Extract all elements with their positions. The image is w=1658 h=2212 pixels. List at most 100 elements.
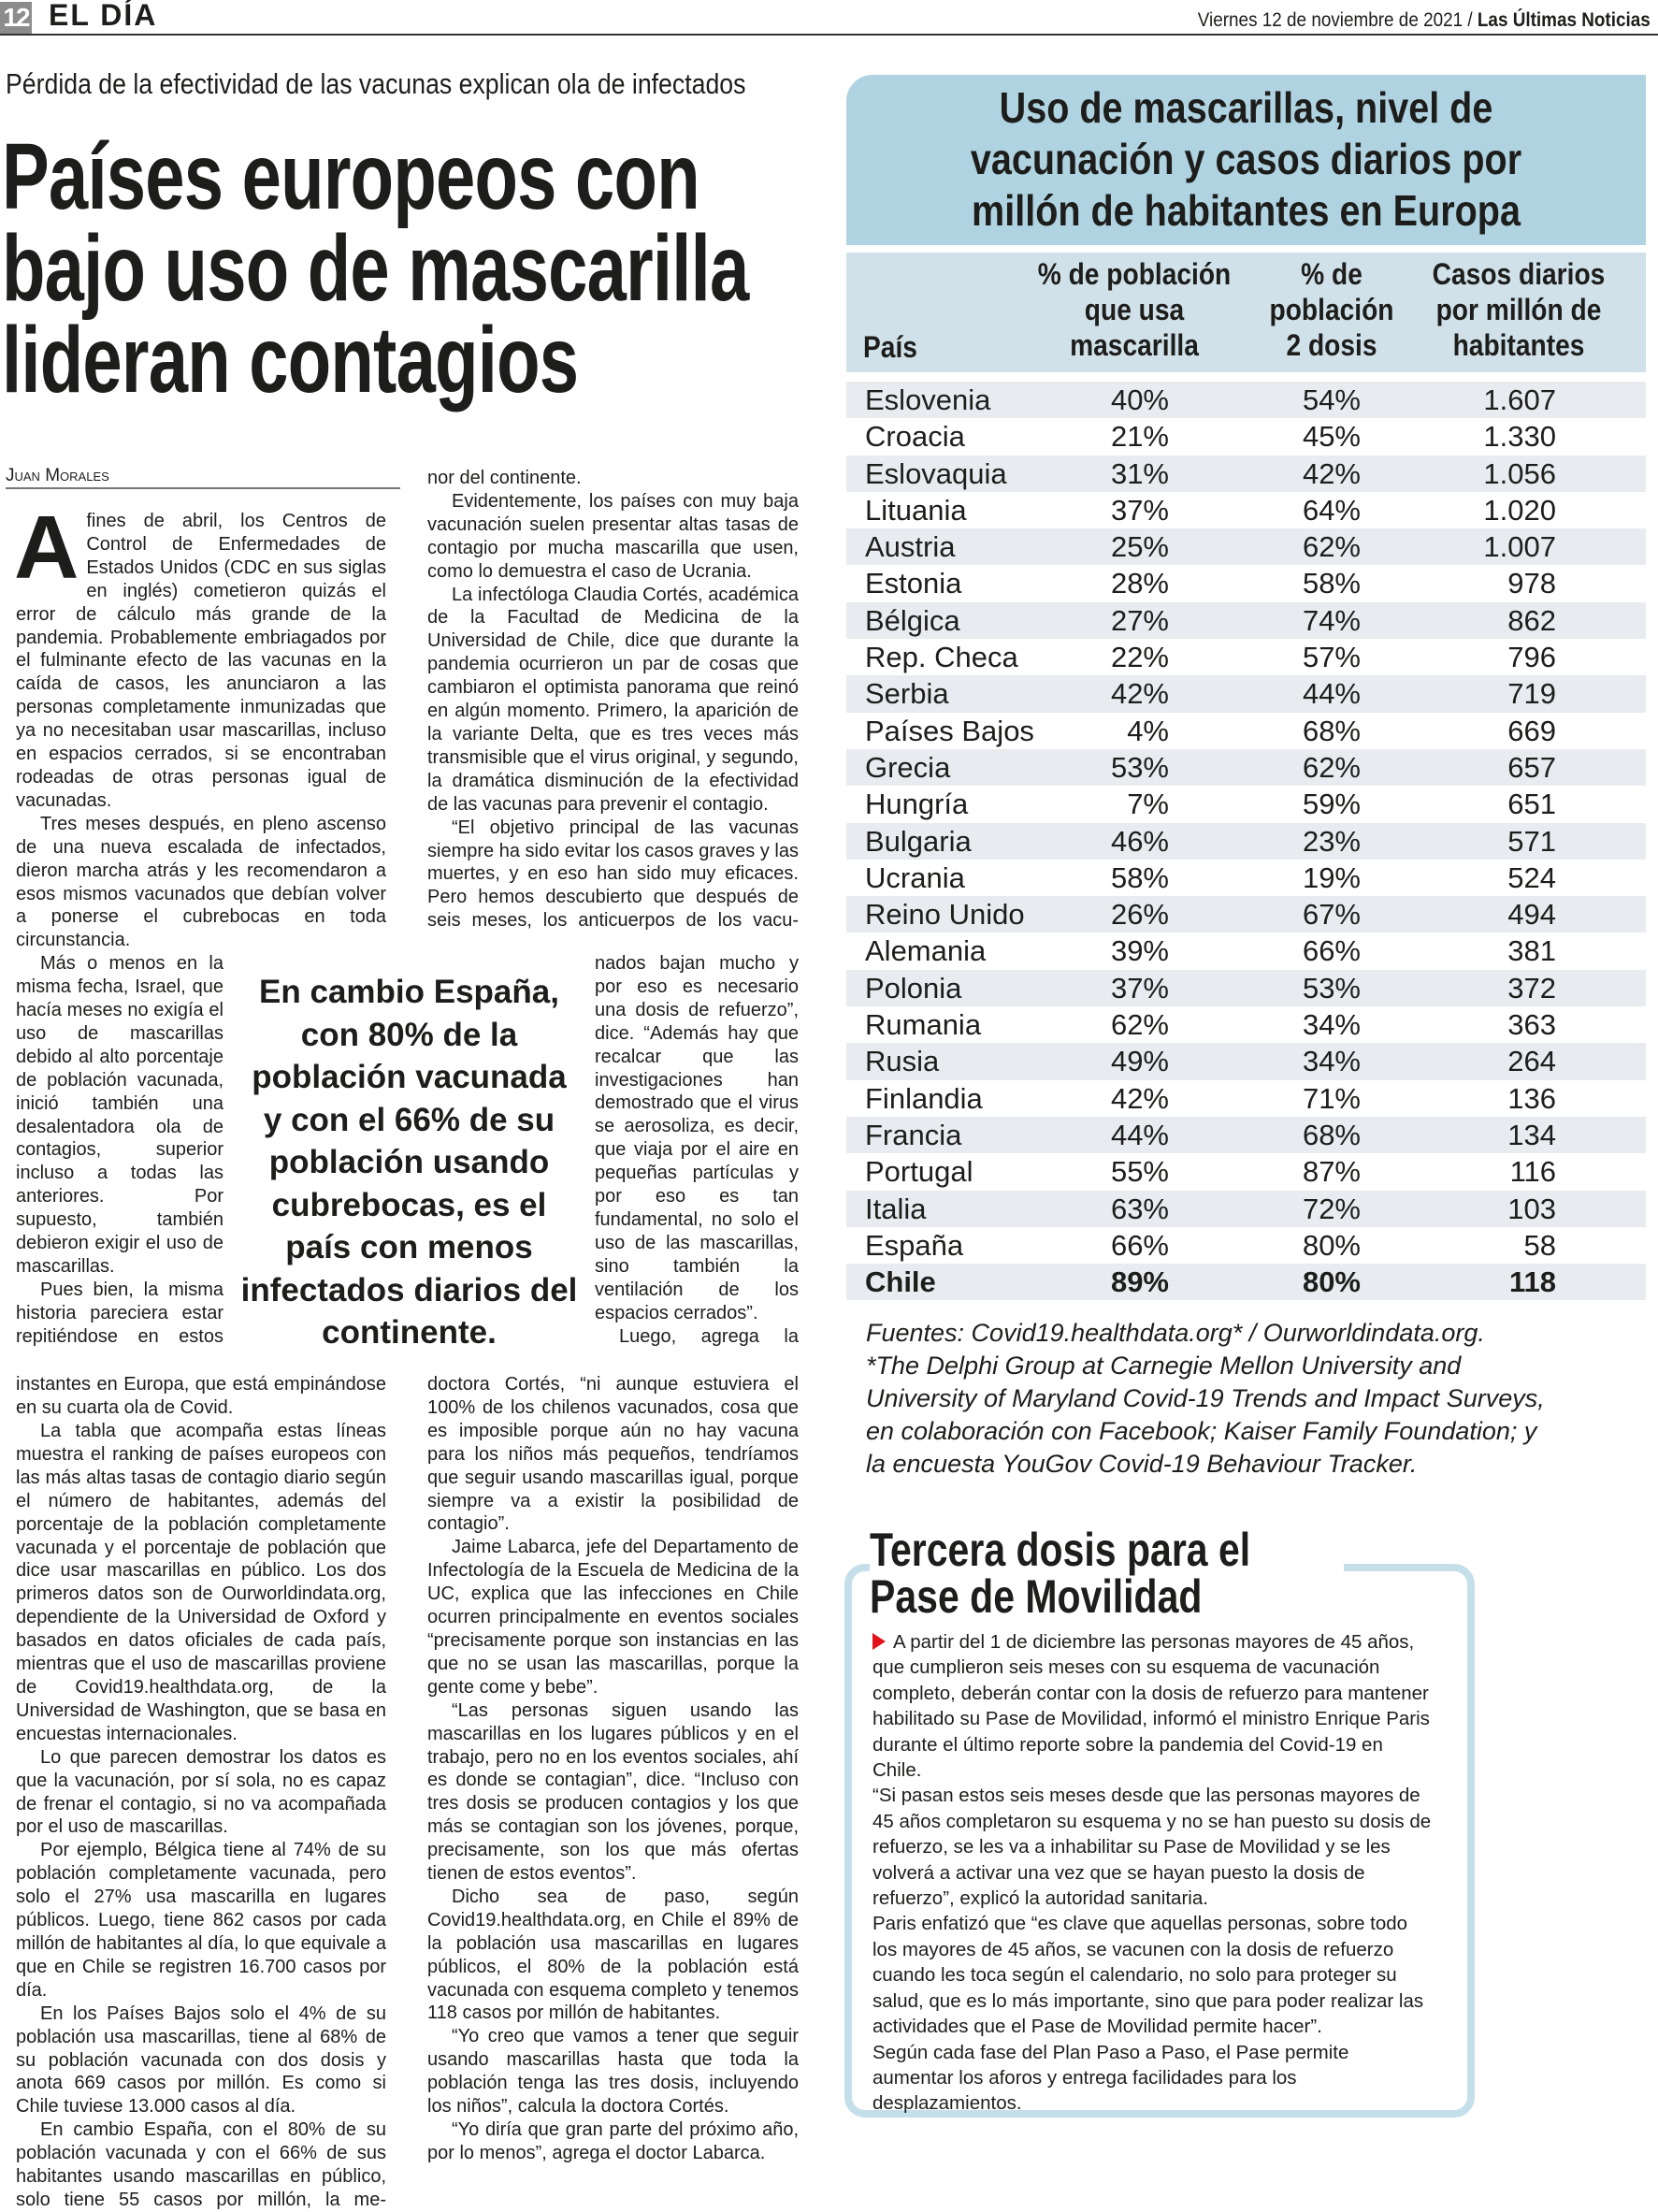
paragraph: “Yo diría que gran parte del próximo año… (427, 2119, 799, 2163)
date: Viernes 12 de noviembre de 2021 / (1198, 9, 1478, 31)
cell-daily-cases: 1.056 (1483, 456, 1556, 490)
paragraph: La infectóloga Claudia Cortés, académica… (427, 584, 799, 815)
cell-vaccination: 72% (1302, 1192, 1361, 1225)
cell-vaccination: 34% (1302, 1008, 1361, 1042)
table-row: Serbia 42% 44% 719 (846, 675, 1646, 713)
cell-daily-cases: 669 (1507, 714, 1556, 747)
cell-country: Alemania (865, 934, 987, 968)
cell-daily-cases: 363 (1507, 1008, 1556, 1042)
column-2-bottom: doctora Cortés, “ni aunque estuviera el … (427, 1373, 799, 2165)
table-row: Eslovenia 40% 54% 1.607 (846, 382, 1646, 419)
cell-daily-cases: 116 (1509, 1155, 1556, 1189)
cell-mask-use: 58% (1110, 860, 1169, 894)
cell-daily-cases: 381 (1507, 934, 1556, 968)
paragraph: Pues bien, la misma historia pareciera e… (16, 1279, 223, 1347)
table-title-line: Uso de mascarillas, nivel de (999, 83, 1493, 132)
cell-country: Austria (865, 530, 956, 564)
paragraph: Lo que parecen demostrar los datos es qu… (16, 1746, 386, 1838)
cell-mask-use: 37% (1110, 493, 1169, 527)
table-row: Rumania 62% 34% 363 (846, 1006, 1646, 1043)
cell-vaccination: 87% (1302, 1155, 1361, 1189)
section-name: EL DÍA (49, 0, 158, 32)
column-header-daily-cases: Casos diarios por millón de habitantes (1433, 256, 1606, 363)
table-row: Reino Unido 26% 67% 494 (846, 896, 1646, 933)
byline: Juan Morales (6, 466, 400, 489)
sidebar-title-line: Pase de Movilidad (870, 1570, 1203, 1623)
cell-vaccination: 62% (1302, 530, 1361, 564)
cell-vaccination: 59% (1302, 788, 1361, 821)
cell-vaccination: 53% (1302, 971, 1361, 1005)
drop-cap: A (14, 498, 79, 598)
paragraph: Tres meses después, en pleno ascenso de … (16, 813, 386, 951)
table-title-line: vacunación y casos diarios por (970, 135, 1522, 183)
table-row: Rep. Checa 22% 57% 796 (846, 639, 1646, 675)
table-row: Croacia 21% 45% 1.330 (846, 418, 1646, 455)
column-1-narrow: Más o menos en la misma fecha, Israel, q… (16, 952, 223, 1373)
cell-mask-use: 42% (1110, 677, 1169, 711)
cell-mask-use: 63% (1110, 1192, 1169, 1225)
cell-country: Portugal (865, 1155, 973, 1189)
cell-mask-use: 31% (1110, 456, 1169, 490)
cell-mask-use: 40% (1110, 383, 1169, 416)
cell-daily-cases: 134 (1507, 1118, 1556, 1151)
cell-vaccination: 80% (1302, 1228, 1361, 1262)
paragraph: La tabla que acompaña estas líneas muest… (16, 1421, 386, 1744)
cell-mask-use: 27% (1110, 603, 1169, 637)
source-line: la encuesta YouGov Covid-19 Behaviour Tr… (866, 1450, 1418, 1478)
table-row: Estonia 28% 58% 978 (846, 565, 1646, 601)
table-row: Chile 89% 80% 118 (846, 1264, 1646, 1301)
column-header-country: País (863, 330, 917, 364)
cell-country: Italia (865, 1192, 927, 1225)
cell-vaccination: 68% (1302, 714, 1361, 747)
cell-vaccination: 58% (1302, 567, 1361, 600)
paragraph: Paris enfatizó que “es clave que aquella… (872, 1913, 1424, 2038)
table-row: España 66% 80% 58 (846, 1227, 1646, 1264)
table-row: Bulgaria 46% 23% 571 (846, 822, 1646, 860)
cell-vaccination: 74% (1302, 603, 1361, 637)
cell-country: Rep. Checa (865, 641, 1018, 674)
table-row: Alemania 39% 66% 381 (846, 933, 1646, 969)
cell-mask-use: 42% (1110, 1081, 1169, 1115)
cell-daily-cases: 103 (1507, 1192, 1556, 1225)
pull-quote: En cambio España, con 80% de la població… (240, 974, 578, 1351)
cell-mask-use: 89% (1110, 1265, 1169, 1299)
paragraph: Jaime Labarca, jefe del Departamento de … (427, 1537, 799, 1698)
page-number: 12 (0, 2, 32, 34)
paragraph: Luego, agrega la (619, 1325, 799, 1347)
cell-vaccination: 23% (1302, 824, 1361, 858)
table-row: Países Bajos 4% 68% 669 (846, 713, 1646, 749)
table-row: Rusia 49% 34% 264 (846, 1043, 1646, 1080)
headline-line: bajo uso de mascarilla (2, 216, 749, 321)
cell-daily-cases: 657 (1507, 750, 1556, 784)
cell-vaccination: 57% (1302, 641, 1361, 674)
header-line: población (1269, 293, 1394, 326)
paragraph: Por ejemplo, Bélgica tiene al 74% de su … (16, 1840, 386, 2001)
cell-vaccination: 42% (1302, 456, 1361, 490)
cell-vaccination: 71% (1302, 1081, 1361, 1115)
paragraph: “Yo creo que vamos a tener que seguir us… (427, 2026, 799, 2118)
header-line: mascarilla (1070, 328, 1199, 362)
column-2-top: nor del continente. Evidentemente, los p… (427, 467, 799, 952)
cell-mask-use: 53% (1110, 750, 1169, 784)
cell-vaccination: 66% (1302, 934, 1361, 968)
cell-daily-cases: 58 (1523, 1228, 1556, 1262)
cell-country: Hungría (865, 788, 969, 821)
paragraph: Dicho sea de paso, según Covid19.healthd… (427, 1886, 799, 2024)
paragraph: Según cada fase del Plan Paso a Paso, el… (872, 2041, 1349, 2115)
cell-mask-use: 66% (1110, 1228, 1169, 1262)
paragraph: En los Países Bajos solo el 4% de su pob… (16, 2002, 386, 2118)
cell-mask-use: 4% (1127, 714, 1169, 747)
cell-country: Bulgaria (865, 824, 972, 858)
paragraph: nor del continente. (427, 468, 582, 488)
cell-daily-cases: 1.020 (1483, 493, 1556, 527)
cell-daily-cases: 524 (1507, 860, 1556, 894)
cell-daily-cases: 264 (1507, 1045, 1556, 1078)
table-row: Ucrania 58% 19% 524 (846, 860, 1646, 896)
table-row: Francia 44% 68% 134 (846, 1116, 1646, 1154)
cell-country: Países Bajos (865, 714, 1034, 747)
paragraph: instantes en Europa, que está empinándos… (16, 1374, 386, 1419)
cell-country: Croacia (865, 420, 965, 454)
cell-vaccination: 67% (1302, 898, 1361, 932)
column-header-vaccination: % de población 2 dosis (1269, 256, 1394, 363)
table-sources: Fuentes: Covid19.healthdata.org* / Ourwo… (866, 1317, 1642, 1481)
